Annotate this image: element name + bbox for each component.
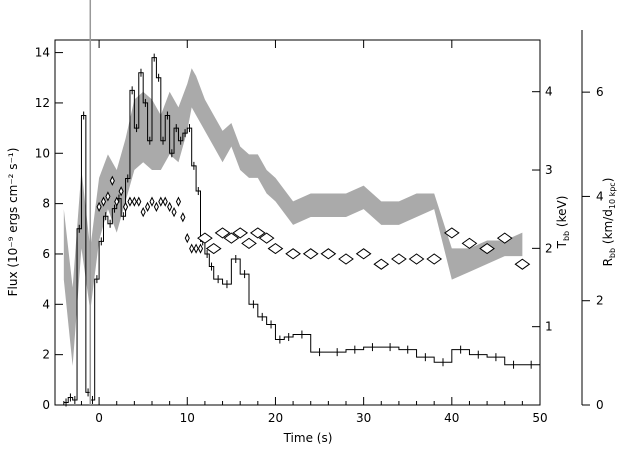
radius-point	[145, 201, 151, 212]
radius-point	[167, 201, 173, 212]
t-axis-label-sub: bb	[562, 231, 571, 241]
t-tick-label: 3	[545, 163, 553, 177]
radius-point	[302, 248, 319, 260]
radius-point	[140, 206, 146, 218]
radius-point	[249, 227, 266, 239]
radius-point	[496, 232, 513, 244]
y-tick-label: 10	[35, 146, 50, 160]
radius-point	[122, 201, 129, 212]
t-axis-label-rest: (keV)	[555, 196, 569, 231]
plot-frame	[54, 39, 541, 406]
radius-point	[197, 243, 204, 254]
radius-point	[171, 206, 177, 218]
t-tick-label: 4	[545, 85, 553, 99]
y-axis-label-radius: Rbb (km/d10 kpc)	[601, 178, 617, 267]
temperature-band	[63, 68, 523, 366]
radius-point	[205, 242, 222, 255]
r-axis-label-main: R	[601, 258, 615, 266]
x-tick-label: 30	[356, 411, 371, 425]
radius-point	[114, 196, 120, 207]
y-tick-label: 2	[42, 348, 50, 362]
radius-point	[320, 248, 337, 260]
radius-point	[153, 201, 159, 212]
radius-point	[189, 243, 195, 254]
radius-point	[338, 253, 354, 265]
radius-point	[96, 201, 102, 212]
radius-point	[136, 196, 142, 207]
x-tick-label: 10	[180, 411, 195, 425]
radius-point	[162, 196, 168, 207]
y-tick-label: 4	[42, 297, 50, 311]
x-axis-label: Time (s)	[283, 431, 333, 445]
radius-point	[443, 227, 460, 239]
r-axis-label-sub2: 10 kpc	[608, 182, 617, 209]
radius-point	[232, 227, 249, 239]
y-tick-label: 14	[35, 46, 50, 60]
r-axis-label-rest2: )	[601, 178, 615, 183]
r-axis-label-rest: (km/d	[601, 209, 615, 248]
radius-point	[355, 248, 372, 260]
svg-text:Tbb (keV): Tbb (keV)	[555, 196, 571, 250]
radius-point	[479, 242, 495, 255]
radius-point	[461, 237, 478, 249]
y-tick-label: 12	[35, 96, 50, 110]
t-tick-label: 2	[545, 241, 553, 255]
x-tick-label: 0	[95, 411, 103, 425]
x-tick-label: 50	[532, 411, 547, 425]
r-tick-label: 4	[596, 189, 604, 203]
radius-point	[214, 227, 231, 239]
radius-point	[391, 253, 407, 265]
t-axis-label-main: T	[555, 240, 569, 249]
flux-histogram-line	[63, 57, 540, 403]
radius-point	[158, 196, 164, 207]
r-axis-label-sub: bb	[608, 248, 617, 258]
radius-point	[197, 232, 213, 244]
svg-text:Rbb (km/d10 kpc): Rbb (km/d10 kpc)	[601, 178, 617, 267]
radius-point	[118, 186, 124, 197]
y-tick-label: 0	[42, 398, 50, 412]
y-axis-label-left: Flux (10⁻⁹ ergs cm⁻² s⁻¹)	[6, 148, 20, 297]
radius-point	[109, 175, 115, 186]
radius-point	[223, 232, 240, 244]
r-tick-label: 0	[596, 398, 604, 412]
radius-point	[258, 232, 275, 244]
radius-point	[408, 253, 425, 265]
radius-point	[127, 196, 133, 207]
radius-point	[184, 233, 190, 244]
x-tick-label: 20	[268, 411, 283, 425]
temperature-band-layer	[63, 68, 523, 366]
y-tick-label: 6	[42, 247, 50, 261]
r-tick-label: 6	[596, 85, 604, 99]
radius-point	[105, 191, 111, 202]
radius-point	[193, 243, 199, 254]
radius-point	[514, 258, 531, 270]
y-axis-label-temperature: Tbb (keV)	[555, 196, 571, 250]
x-tick-label: 40	[444, 411, 459, 425]
radius-point	[180, 212, 186, 223]
r-tick-label: 2	[596, 294, 604, 308]
radius-point	[100, 196, 107, 207]
t-tick-label: 1	[545, 320, 553, 334]
y-tick-label: 8	[42, 197, 50, 211]
radius-point	[175, 196, 182, 207]
radius-point	[285, 248, 301, 260]
radius-diamond-layer	[96, 175, 531, 270]
flux-histogram-layer	[63, 53, 540, 407]
radius-point	[267, 242, 284, 255]
radius-point	[241, 237, 257, 249]
radius-point	[131, 196, 137, 207]
radius-point	[426, 253, 443, 265]
radius-point	[149, 196, 155, 207]
radius-point	[373, 258, 390, 270]
